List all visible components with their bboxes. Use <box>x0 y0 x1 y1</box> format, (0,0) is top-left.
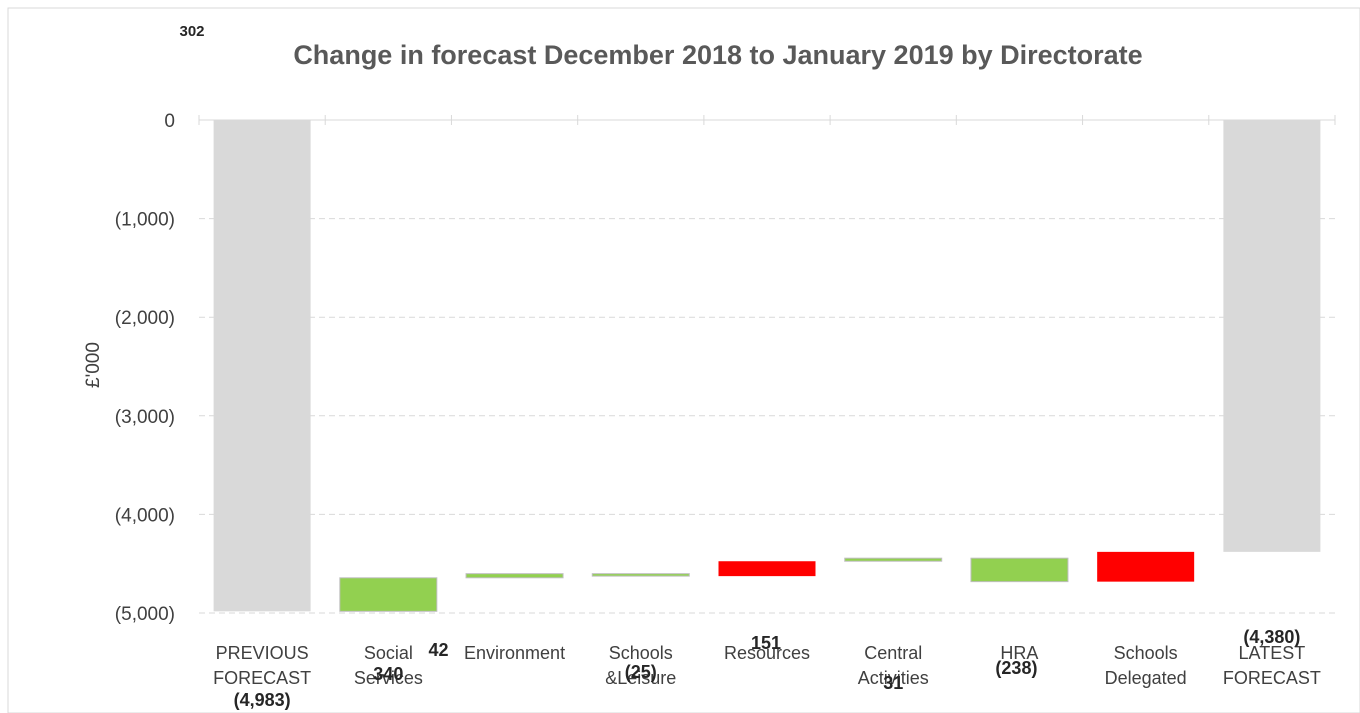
bar <box>339 577 438 612</box>
data-label: (25) <box>625 662 657 682</box>
data-label: 340 <box>373 664 403 684</box>
category-label: FORECAST <box>1223 668 1321 688</box>
bar <box>970 557 1069 583</box>
data-label: 151 <box>751 633 781 653</box>
data-labels: (4,983) 340 42 (25) 151 31 (238) (4,380) <box>234 627 1301 710</box>
data-label: 31 <box>883 673 903 693</box>
bar <box>1223 120 1321 552</box>
y-tick-label: (2,000) <box>115 308 175 329</box>
category-label: Activities <box>858 668 929 688</box>
corner-data-label: 302 <box>179 23 204 40</box>
y-tick-labels: 0 (1,000) (2,000) (3,000) (4,000) (5,000) <box>115 111 175 625</box>
bar <box>591 573 690 577</box>
chart-title: Change in forecast December 2018 to Janu… <box>293 40 1142 70</box>
category-label: Services <box>354 668 423 688</box>
y-tick-label: 0 <box>164 111 175 132</box>
category-label: Schools <box>1114 643 1178 663</box>
y-tick-label: (1,000) <box>115 210 175 231</box>
bar <box>1097 551 1195 582</box>
category-label: FORECAST <box>213 668 311 688</box>
data-label: 42 <box>429 640 449 660</box>
bar <box>844 557 943 562</box>
data-label: (238) <box>995 658 1037 678</box>
axes <box>198 115 1336 125</box>
data-label: (4,983) <box>234 690 291 710</box>
bar <box>213 120 311 612</box>
y-tick-label: (4,000) <box>115 505 175 526</box>
category-label: PREVIOUS <box>216 643 309 663</box>
data-label: (4,380) <box>1243 627 1300 647</box>
y-tick-label: (3,000) <box>115 407 175 428</box>
category-label: LATEST <box>1239 643 1306 663</box>
category-label: Resources <box>724 643 810 663</box>
category-label: Social <box>364 643 413 663</box>
chart-border <box>7 7 1360 713</box>
category-label: Delegated <box>1105 668 1187 688</box>
category-label: Schools <box>609 643 673 663</box>
category-labels: PREVIOUS FORECAST Social Services Environmen… <box>213 643 1321 688</box>
y-axis-title: £'000 <box>83 342 104 388</box>
category-label: HRA <box>1000 643 1038 663</box>
y-tick-label: (5,000) <box>115 604 175 625</box>
category-label: Environment <box>464 643 565 663</box>
bar <box>718 561 816 577</box>
category-label: &Leisure <box>605 668 676 688</box>
bars <box>213 120 1321 612</box>
bar <box>465 573 564 579</box>
category-label: Central <box>864 643 922 663</box>
